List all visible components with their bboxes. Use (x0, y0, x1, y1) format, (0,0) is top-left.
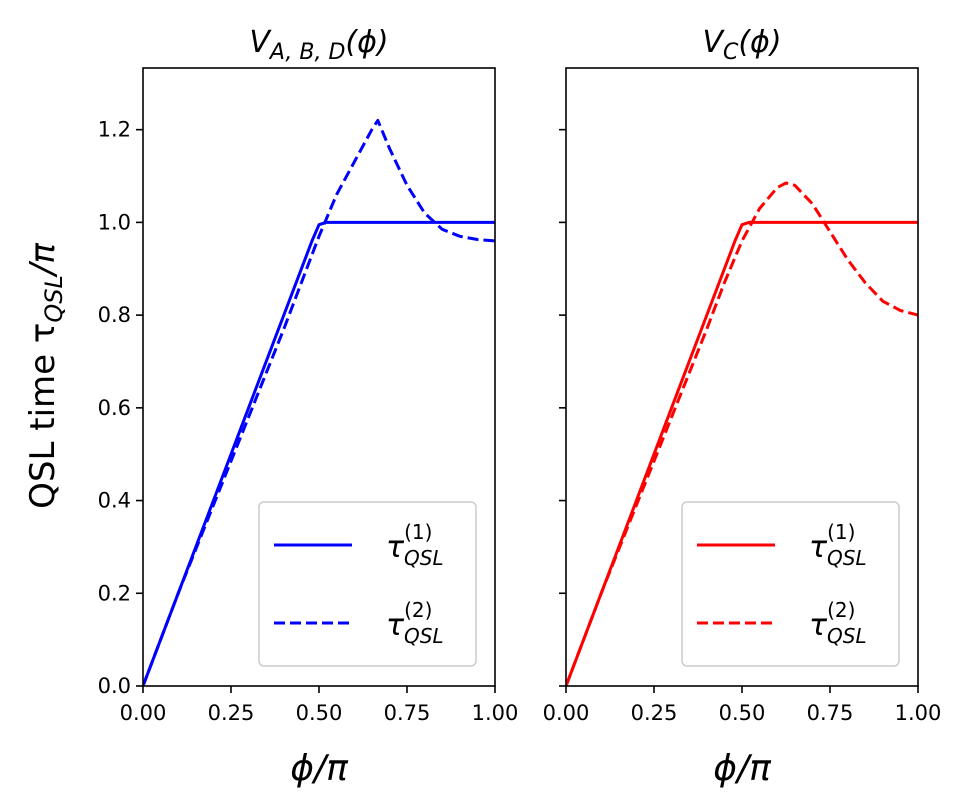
chart-title-sub: A, B, D (268, 40, 345, 65)
chart-panel-1: VA, B, D(ϕ) 0.00 0.25 0.50 0.75 1.00 0.0 0.2 0.4… (98, 25, 519, 789)
series-line-2 (566, 181, 918, 686)
series-line-1 (566, 220, 918, 686)
series-line-1 (143, 220, 495, 686)
y-axis-label: QSL time τQSL/π (23, 243, 68, 509)
axes-frame (142, 67, 496, 687)
series-line-2 (143, 118, 495, 686)
x-tick-label: 0.50 (719, 701, 766, 725)
y-axis-label-tail: /π (23, 243, 63, 278)
x-tick-label: 0.75 (384, 701, 431, 725)
x-tick-label: 1.00 (895, 701, 942, 725)
y-tick-label: 0.8 (98, 303, 131, 327)
chart-title: VC(ϕ) (702, 25, 781, 65)
legend-label-sub: QSL (827, 624, 867, 648)
legend-label-sub: QSL (827, 546, 867, 570)
series-lines (566, 181, 918, 686)
legend-label-sup: (1) (404, 520, 432, 544)
chart-title-tail: (ϕ) (738, 25, 781, 60)
legend-label-2: τ(2) QSL (809, 598, 867, 648)
x-axis-label: ϕ/π (290, 748, 349, 789)
legend-label-main: τ (809, 530, 828, 565)
x-tick-label: 0.25 (208, 701, 255, 725)
y-axis-label-main: QSL time τ (23, 323, 63, 509)
chart-title-sub: C (723, 40, 739, 65)
legend-label-main: τ (386, 608, 405, 643)
y-axis-label-sub: QSL (40, 275, 68, 323)
chart-title: VA, B, D(ϕ) (249, 25, 388, 65)
legend-label-1: τ(1) QSL (386, 520, 444, 570)
legend-box (258, 501, 477, 667)
legend-label-sub: QSL (404, 624, 444, 648)
legend-label-sub: QSL (404, 546, 444, 570)
legend-label-2: τ(2) QSL (386, 598, 444, 648)
chart-title-tail: (ϕ) (345, 25, 388, 60)
axes-frame (565, 67, 919, 687)
legend-label-sup: (2) (404, 598, 432, 622)
chart-title-main: V (702, 25, 725, 60)
x-tick-label: 0.00 (543, 701, 590, 725)
legend-label-main: τ (386, 530, 405, 565)
y-tick-label: 0.0 (98, 674, 131, 698)
series-lines (143, 118, 495, 686)
legend-label-main: τ (809, 608, 828, 643)
x-tick-label: 0.00 (120, 701, 167, 725)
legend-label-sup: (1) (827, 520, 855, 544)
x-tick-label: 0.25 (631, 701, 678, 725)
legend-label-1: τ(1) QSL (809, 520, 867, 570)
legend-box (681, 501, 900, 667)
x-tick-label: 0.50 (296, 701, 343, 725)
panels: VA, B, D(ϕ)0.00 0.25 0.50 0.75 1.000.00.20.4… (98, 25, 942, 789)
x-tick-label: 1.00 (472, 701, 519, 725)
chart-title-main: V (249, 25, 272, 60)
y-tick-label: 0.6 (98, 396, 131, 420)
y-tick-label: 0.2 (98, 581, 131, 605)
x-axis-label: ϕ/π (713, 748, 772, 789)
x-tick-label: 0.75 (807, 701, 854, 725)
legend-label-sup: (2) (827, 598, 855, 622)
y-tick-label: 1.2 (98, 118, 131, 142)
y-tick-label: 1.0 (98, 210, 131, 234)
y-tick-label: 0.4 (98, 489, 131, 513)
